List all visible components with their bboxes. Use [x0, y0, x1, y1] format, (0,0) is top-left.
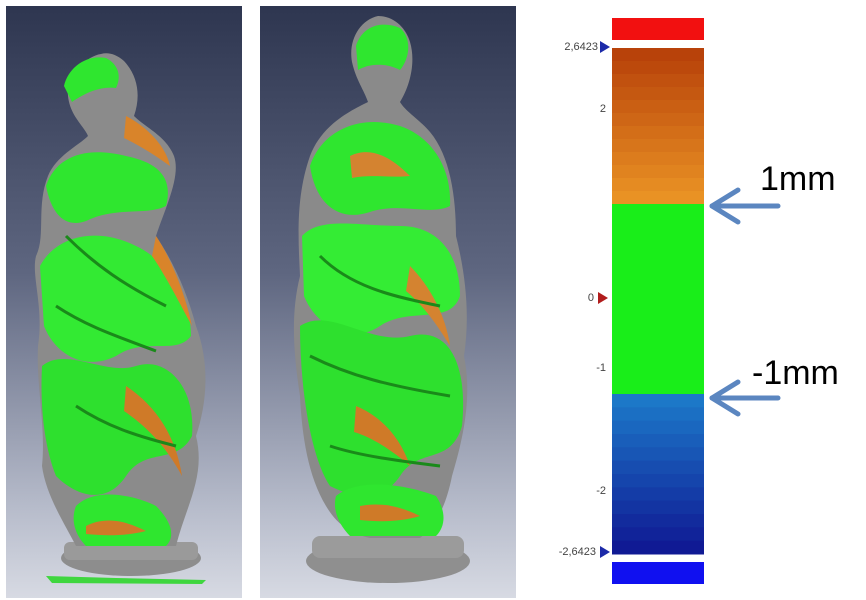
- deviation-shoulder: [46, 152, 168, 223]
- scale-step-upper: [612, 87, 704, 101]
- deviation-orange-skirt: [124, 386, 182, 476]
- deviation-orange-feet: [86, 520, 146, 536]
- scale-step-lower: [612, 487, 704, 502]
- scale-band-in-tolerance: [612, 204, 704, 394]
- arrow-lower-tolerance-icon: [709, 379, 781, 417]
- lower-tolerance-label: -1mm: [752, 354, 839, 392]
- statue-side-view-render: [34, 53, 206, 584]
- drape-folds: [309, 254, 451, 468]
- deviation-skirt: [300, 320, 464, 496]
- upper-tolerance-label: 1mm: [760, 160, 836, 198]
- scale-label-zero: 0: [587, 292, 594, 304]
- deviation-orange-side: [152, 236, 192, 326]
- statue-plinth: [64, 542, 198, 560]
- scale-label-max: 2,6423: [564, 41, 598, 53]
- scale-step-lower: [612, 407, 704, 422]
- scale-label-two: 2: [599, 103, 606, 115]
- scale-step-upper: [612, 165, 704, 179]
- statue-plinth: [312, 536, 464, 558]
- scale-step-upper: [612, 126, 704, 140]
- deviation-hands-drape: [302, 223, 460, 335]
- scale-step-lower: [612, 527, 704, 542]
- scale-step-lower: [612, 460, 704, 475]
- scale-step-upper: [612, 48, 704, 62]
- scale-step-upper: [612, 139, 704, 153]
- scale-step-lower: [612, 394, 704, 408]
- scale-step-upper: [612, 100, 704, 114]
- max-marker-icon: [600, 41, 610, 53]
- scale-step-upper: [612, 178, 704, 192]
- deviation-color-scale: [612, 18, 704, 593]
- scale-cap-over-max: [612, 18, 704, 40]
- scale-step-upper: [612, 152, 704, 166]
- color-scale-bar: [612, 18, 704, 584]
- deviation-orange-chest: [350, 152, 410, 178]
- deviation-orange-skirt: [354, 406, 410, 466]
- statue-front-view: [260, 6, 516, 598]
- scale-step-upper: [612, 61, 704, 75]
- scale-cap-under-min: [612, 562, 704, 584]
- scale-step-lower: [612, 434, 704, 448]
- deviation-orange-side: [406, 266, 450, 346]
- deviation-drape: [40, 235, 191, 362]
- deviation-orange-shoulder: [124, 116, 170, 166]
- scale-step-lower: [612, 420, 704, 435]
- scale-step-lower: [612, 447, 704, 462]
- scale-step-upper: [612, 191, 704, 205]
- statue-front-view-render: [293, 16, 470, 583]
- scale-step-lower: [612, 540, 704, 555]
- statue-side-view: [6, 6, 242, 598]
- drape-folds: [55, 234, 177, 448]
- scale-label-neg-one: -1: [596, 362, 606, 374]
- scale-step-upper: [612, 74, 704, 88]
- deviation-orange-feet: [360, 504, 420, 522]
- deviation-head: [64, 57, 119, 102]
- scale-step-lower: [612, 474, 704, 488]
- scale-step-lower: [612, 514, 704, 528]
- ground-fragment: [46, 576, 206, 584]
- min-marker-icon: [600, 546, 610, 558]
- scale-step-lower: [612, 500, 704, 515]
- scale-label-neg-two: -2: [596, 485, 606, 497]
- deviation-head: [356, 24, 409, 71]
- zero-marker-icon: [598, 292, 608, 304]
- arrow-upper-tolerance-icon: [709, 187, 781, 225]
- scale-label-min: -2,6423: [558, 546, 596, 558]
- scale-step-upper: [612, 113, 704, 127]
